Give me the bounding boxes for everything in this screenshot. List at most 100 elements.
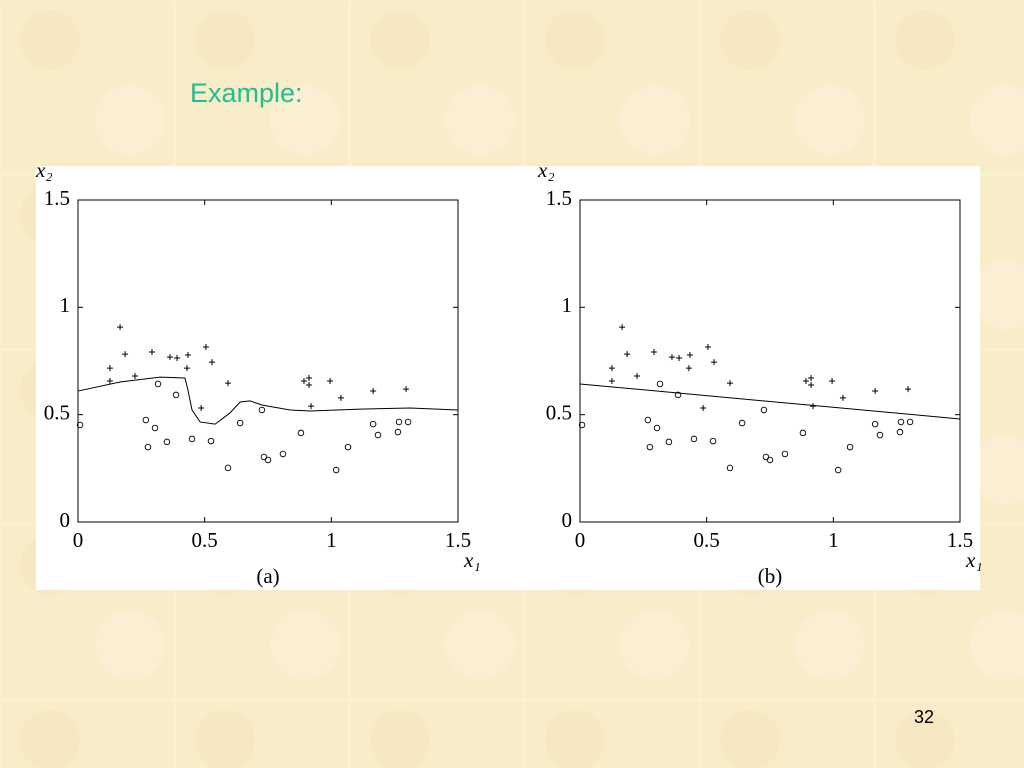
plus-marker [619,324,626,331]
circle-marker [404,418,412,426]
plus-marker [117,324,124,331]
y-axis-label: x₂ [537,158,555,182]
circle-marker [834,466,842,474]
y-tick-label: 1 [562,293,573,317]
circle-marker [709,437,717,445]
plus-marker [308,403,315,410]
circle-marker [172,391,180,399]
circle-marker [163,438,171,446]
plus-marker [306,374,313,381]
plus-marker [183,365,190,372]
caption: (a) [256,564,279,588]
boundary-line [579,383,961,420]
plus-marker [704,344,711,351]
circle-marker [151,424,159,432]
circle-marker [846,443,854,451]
circle-marker [258,406,266,414]
circle-marker [766,456,774,464]
figure-panel [36,166,980,590]
plus-marker [872,388,879,395]
circle-marker [781,450,789,458]
plus-marker [726,380,733,387]
plus-marker [676,354,683,361]
plus-marker [209,359,216,366]
plus-marker [650,348,657,355]
y-tick-label: 0 [60,508,71,532]
circle-marker [665,438,673,446]
plus-marker [802,377,809,384]
plus-marker [686,351,693,358]
circle-marker [690,435,698,443]
circle-marker [344,443,352,451]
circle-marker [394,428,402,436]
plus-marker [184,351,191,358]
x-tick-label: 1.5 [947,528,973,552]
x-tick-label: 1.5 [445,528,471,552]
plus-marker [202,344,209,351]
plus-marker [198,405,205,412]
circle-marker [374,431,382,439]
circle-marker [906,418,914,426]
plus-marker [711,359,718,366]
y-axis-label: x₂ [35,158,53,182]
circle-marker [896,428,904,436]
plus-marker [839,394,846,401]
plus-marker [700,405,707,412]
circle-marker [264,456,272,464]
circle-marker [236,419,244,427]
y-tick-label: 0.5 [546,400,572,424]
plus-marker [829,377,836,384]
plus-marker [634,373,640,380]
plus-marker [300,377,307,384]
plus-marker [685,365,692,372]
plus-marker [808,382,815,389]
plus-marker [403,386,410,393]
plus-marker [370,388,377,395]
plot-frame [77,199,459,523]
circle-marker [876,431,884,439]
circle-marker [369,420,377,428]
plus-marker [224,380,231,387]
plus-marker [106,365,113,372]
plus-marker [166,354,173,361]
x-tick-label: 0.5 [192,528,218,552]
y-tick-label: 1 [60,293,71,317]
plus-marker [608,365,615,372]
circle-marker [76,421,84,429]
circle-marker [726,464,734,472]
plus-marker [122,351,129,358]
circle-marker [897,418,905,426]
x-tick-label: 1 [326,528,337,552]
circle-marker [762,453,770,461]
x-tick-label: 0 [73,528,84,552]
plus-marker [337,394,344,401]
circle-marker [653,424,661,432]
circle-marker [656,380,664,388]
circle-marker [332,466,340,474]
y-tick-label: 0.5 [44,400,70,424]
plus-marker [106,377,113,384]
plus-marker [327,377,334,384]
plus-marker [905,386,912,393]
y-tick-label: 1.5 [44,186,70,210]
circle-marker [144,443,152,451]
plus-marker [132,373,138,380]
circle-marker [738,419,746,427]
page-number: 32 [914,707,935,727]
circle-marker [207,437,215,445]
plus-marker [624,351,631,358]
circle-marker [644,416,652,424]
plus-marker [148,348,155,355]
circle-marker [279,450,287,458]
y-tick-label: 0 [562,508,573,532]
circle-marker [154,380,162,388]
x-tick-label: 0 [575,528,586,552]
caption: (b) [758,564,783,588]
circle-marker [142,416,150,424]
y-tick-label: 1.5 [546,186,572,210]
circle-marker [260,453,268,461]
circle-marker [297,429,305,437]
plus-marker [174,354,181,361]
x-axis-label: x₁ [965,548,983,572]
